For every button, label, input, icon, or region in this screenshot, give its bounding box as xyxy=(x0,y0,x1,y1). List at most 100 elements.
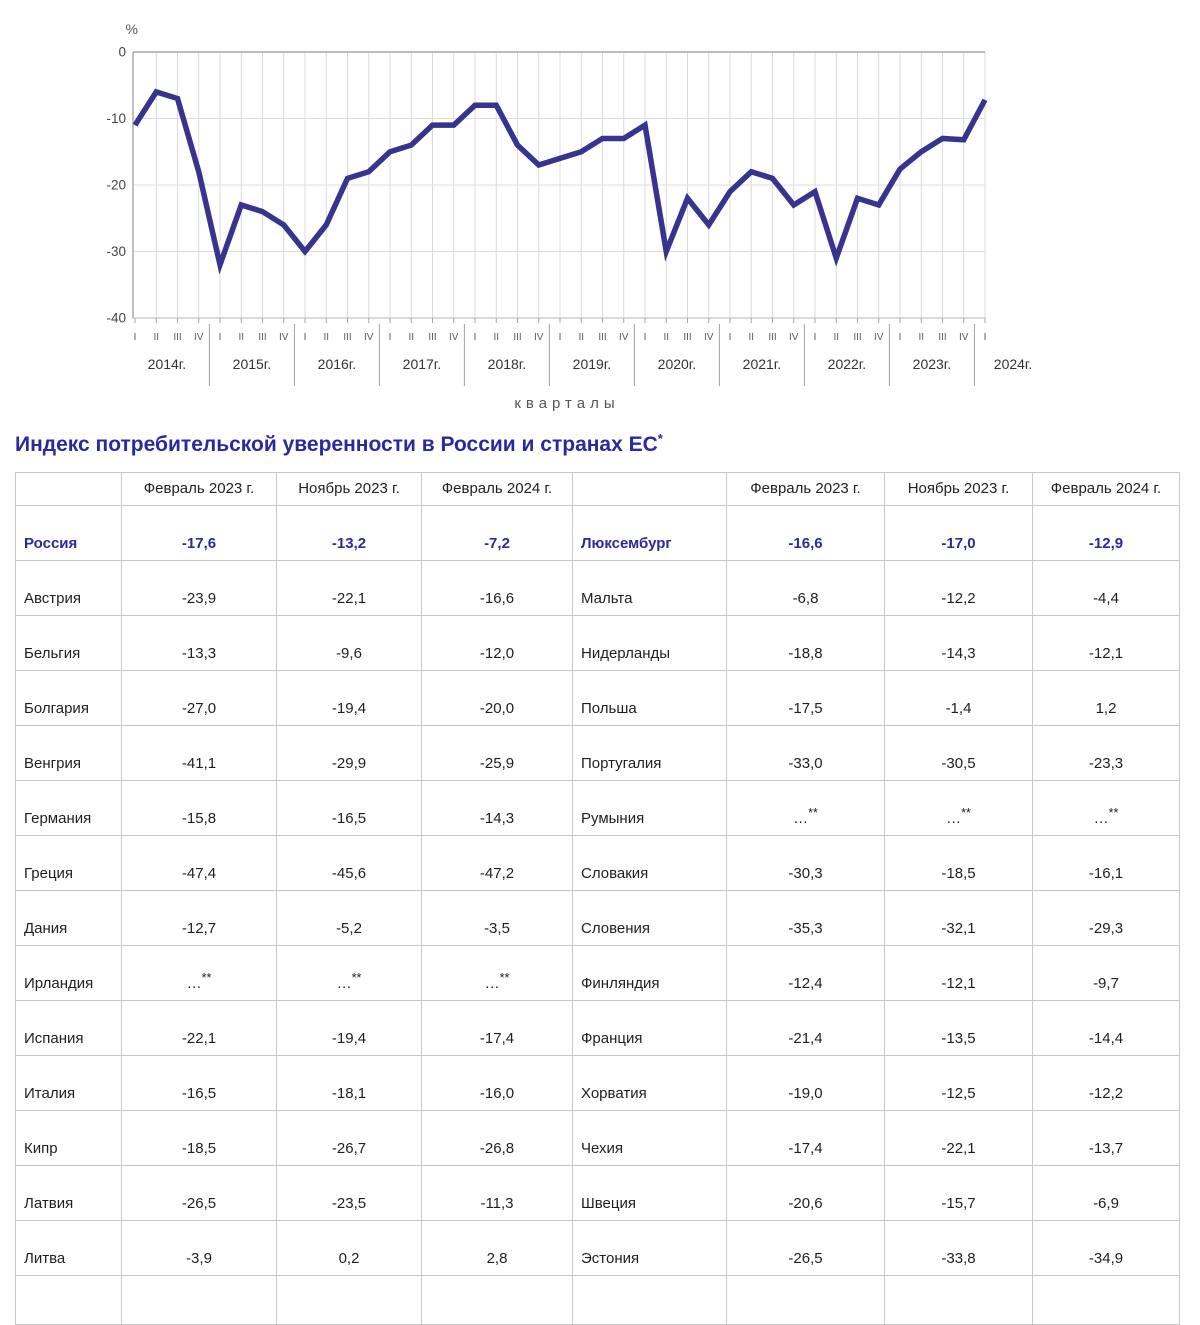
year-label: 2017г. xyxy=(403,356,441,372)
empty-cell xyxy=(726,1275,885,1325)
country-name: Франция xyxy=(572,1000,727,1057)
table-header-row: Февраль 2023 г. Ноябрь 2023 г. Февраль 2… xyxy=(15,472,1180,507)
page: { "title": { "text": "Индекс потребитель… xyxy=(15,21,1180,1325)
index-value: -13,7 xyxy=(1032,1110,1180,1167)
quarter-label: III xyxy=(428,332,436,343)
index-value: -14,4 xyxy=(1032,1000,1180,1057)
quarter-label: I xyxy=(814,332,817,343)
index-value: -16,5 xyxy=(276,780,422,837)
index-value: -18,5 xyxy=(121,1110,277,1167)
quarter-label: III xyxy=(258,332,266,343)
consumer-confidence-line xyxy=(132,88,988,275)
empty-cell xyxy=(15,1275,122,1325)
country-name: Литва xyxy=(15,1220,122,1277)
country-name: Ирландия xyxy=(15,945,122,1002)
table-row: Австрия -23,9 -22,1 -16,6 Мальта -6,8 -12,2 -4,… xyxy=(15,560,1180,617)
x-axis-caption: кварталы xyxy=(514,395,619,412)
index-value: -47,2 xyxy=(421,835,573,892)
empty-cell xyxy=(1032,1275,1180,1325)
index-value: -12,4 xyxy=(726,945,885,1002)
quarter-label: I xyxy=(219,332,222,343)
quarter-label: II xyxy=(238,332,244,343)
index-value: -29,9 xyxy=(276,725,422,782)
table-row-cropped xyxy=(15,1275,1180,1325)
quarter-label: IV xyxy=(619,332,629,343)
table-row: Дания -12,7 -5,2 -3,5 Словения -35,3 -32,1 -29,… xyxy=(15,890,1180,947)
index-value: …** xyxy=(421,945,573,1002)
country-name: Дания xyxy=(15,890,122,947)
y-tick-label: -30 xyxy=(106,244,126,259)
quarter-label: I xyxy=(304,332,307,343)
index-value: -29,3 xyxy=(1032,890,1180,947)
index-value: -26,5 xyxy=(726,1220,885,1277)
quarter-label: III xyxy=(683,332,691,343)
index-value: -15,8 xyxy=(121,780,277,837)
quarter-label: III xyxy=(513,332,521,343)
year-label: 2020г. xyxy=(658,356,696,372)
index-value: -20,0 xyxy=(421,670,573,727)
index-value: -33,8 xyxy=(884,1220,1033,1277)
quarter-label: IV xyxy=(874,332,884,343)
country-name: Германия xyxy=(15,780,122,837)
index-value: -16,1 xyxy=(1032,835,1180,892)
index-value: -18,5 xyxy=(884,835,1033,892)
quarter-label: II xyxy=(663,332,669,343)
quarter-label: I xyxy=(729,332,732,343)
table-row: Литва -3,9 0,2 2,8 Эстония -26,5 -33,8 -34,9 xyxy=(15,1220,1180,1277)
index-value: -18,8 xyxy=(726,615,885,672)
country-name: Греция xyxy=(15,835,122,892)
index-value: …** xyxy=(276,945,422,1002)
index-value: -47,4 xyxy=(121,835,277,892)
y-axis-unit-label: % xyxy=(126,21,138,37)
table-row: Кипр -18,5 -26,7 -26,8 Чехия -17,4 -22,1 -13,7 xyxy=(15,1110,1180,1167)
index-value: -6,9 xyxy=(1032,1165,1180,1222)
index-value: -23,5 xyxy=(276,1165,422,1222)
empty-cell xyxy=(884,1275,1033,1325)
y-tick-label: -10 xyxy=(106,111,126,126)
index-value: -23,3 xyxy=(1032,725,1180,782)
index-value: -17,4 xyxy=(726,1110,885,1167)
quarter-label: I xyxy=(644,332,647,343)
country-name: Австрия xyxy=(15,560,122,617)
index-value: -12,7 xyxy=(121,890,277,947)
index-value: -22,1 xyxy=(121,1000,277,1057)
index-value: -20,6 xyxy=(726,1165,885,1222)
index-value: -16,6 xyxy=(421,560,573,617)
country-name: Латвия xyxy=(15,1165,122,1222)
header-feb-2024-right: Февраль 2024 г. xyxy=(1032,472,1180,507)
chart-canvas: 0-10-20-30-40%I II III IV I II III IV I II III IV I I… xyxy=(106,21,1032,412)
country-name: Нидерланды xyxy=(572,615,727,672)
table-row: Болгария -27,0 -19,4 -20,0 Польша -17,5 -1,4 1,… xyxy=(15,670,1180,727)
quarter-label: II xyxy=(153,332,159,343)
missing-value-footnote: ** xyxy=(351,970,362,985)
quarter-label: II xyxy=(578,332,584,343)
year-label: 2022г. xyxy=(828,356,866,372)
index-value: -16,5 xyxy=(121,1055,277,1112)
country-name: Венгрия xyxy=(15,725,122,782)
index-value: …** xyxy=(121,945,277,1002)
empty-cell xyxy=(276,1275,422,1325)
index-value: …** xyxy=(1032,780,1180,837)
quarter-label: IV xyxy=(704,332,714,343)
index-value: -9,6 xyxy=(276,615,422,672)
index-value: -13,5 xyxy=(884,1000,1033,1057)
empty-cell xyxy=(572,1275,727,1325)
quarter-label: IV xyxy=(789,332,799,343)
quarter-label: II xyxy=(493,332,499,343)
index-value: -9,7 xyxy=(1032,945,1180,1002)
y-tick-label: -40 xyxy=(106,311,126,326)
country-name: Финляндия xyxy=(572,945,727,1002)
quarter-label: III xyxy=(768,332,776,343)
empty-cell xyxy=(121,1275,277,1325)
index-value: -12,5 xyxy=(884,1055,1033,1112)
country-name: Кипр xyxy=(15,1110,122,1167)
quarter-label: III xyxy=(343,332,351,343)
quarter-label: I xyxy=(984,332,987,343)
country-name: Испания xyxy=(15,1000,122,1057)
title-footnote-asterisk: * xyxy=(657,431,663,446)
quarter-label: III xyxy=(173,332,181,343)
year-label: 2018г. xyxy=(488,356,526,372)
country-name: Хорватия xyxy=(572,1055,727,1112)
country-name: Италия xyxy=(15,1055,122,1112)
quarter-label: IV xyxy=(194,332,204,343)
